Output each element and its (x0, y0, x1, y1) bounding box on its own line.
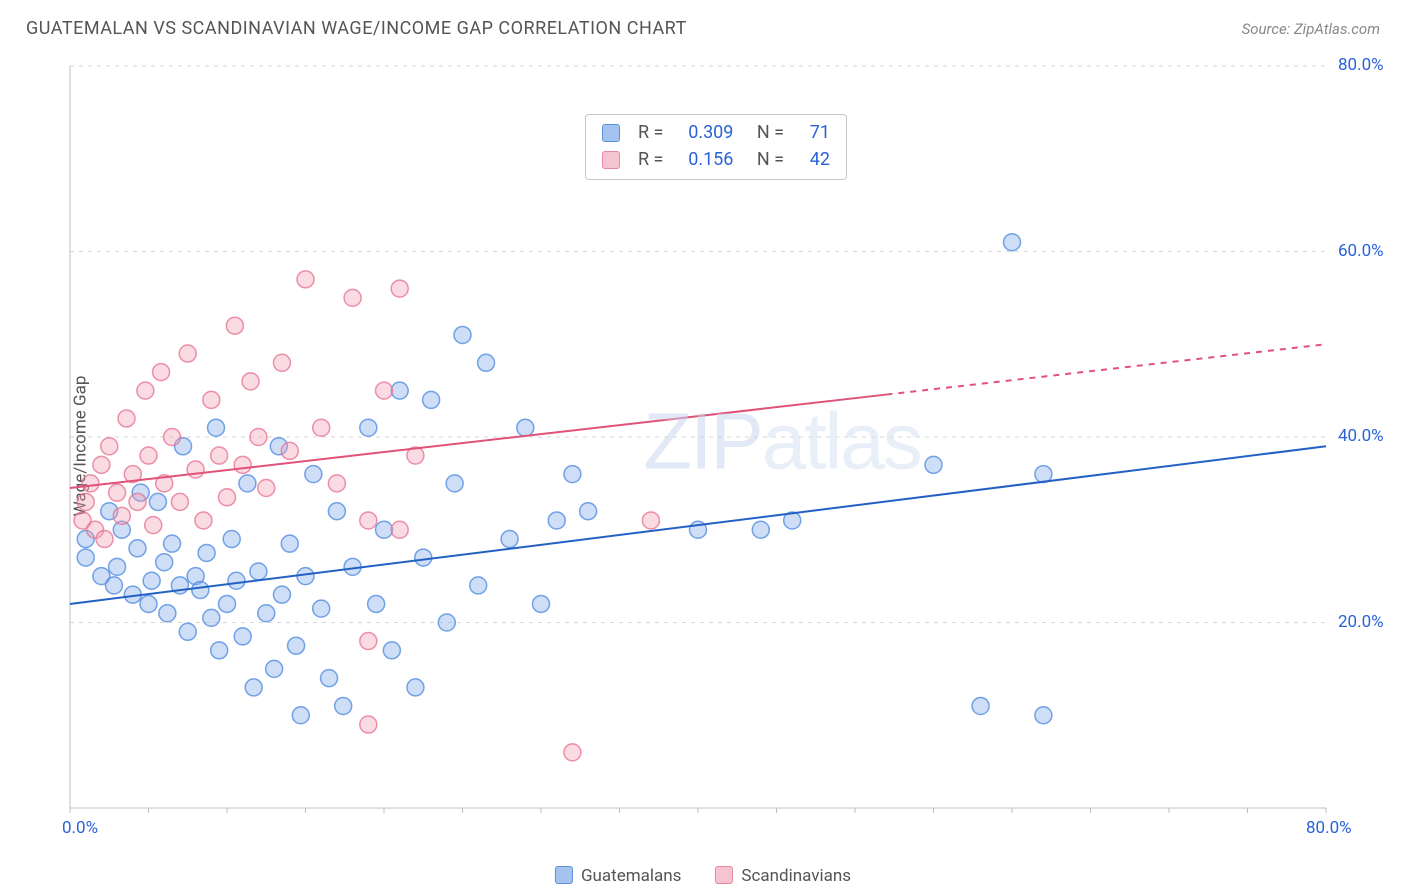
legend-label: Scandinavians (741, 866, 851, 886)
plot-area: ZIPatlas R =0.309 N =71R =0.156 N =42 (56, 56, 1376, 836)
n-label: N = (743, 119, 784, 146)
correlation-row-guatemalans: R = 0.309 N = 71 (602, 119, 830, 146)
legend-swatch (602, 151, 620, 169)
chart-container: GUATEMALAN VS SCANDINAVIAN WAGE/INCOME G… (0, 0, 1406, 892)
y-tick-label: 20.0% (1338, 612, 1384, 632)
legend-item-scandinavians: Scandinavians (715, 866, 851, 886)
legend-series: Guatemalans Scandinavians (555, 866, 851, 886)
y-tick-label: 60.0% (1338, 241, 1384, 261)
legend-item-guatemalans: Guatemalans (555, 866, 681, 886)
r-label: R = (638, 146, 663, 173)
legend-correlation-box: R = 0.309 N = 71 R = 0.156 N = 42 (585, 114, 847, 180)
n-label: N = (743, 146, 784, 173)
chart-title: GUATEMALAN VS SCANDINAVIAN WAGE/INCOME G… (26, 18, 687, 39)
y-tick-label: 80.0% (1338, 55, 1384, 75)
legend-swatch (555, 866, 573, 884)
n-value: 42 (794, 146, 830, 173)
r-value: 0.309 (673, 119, 733, 146)
r-value: 0.156 (673, 146, 733, 173)
legend-swatch (715, 866, 733, 884)
x-tick-label: 80.0% (1306, 818, 1352, 838)
title-bar: GUATEMALAN VS SCANDINAVIAN WAGE/INCOME G… (26, 18, 1380, 39)
x-tick-label: 0.0% (62, 818, 98, 838)
n-value: 71 (794, 119, 830, 146)
y-tick-label: 40.0% (1338, 426, 1384, 446)
source-label: Source: ZipAtlas.com (1242, 20, 1380, 38)
legend-swatch (602, 124, 620, 142)
correlation-row-scandinavians: R = 0.156 N = 42 (602, 146, 830, 173)
r-label: R = (638, 119, 663, 146)
legend-label: Guatemalans (581, 866, 681, 886)
